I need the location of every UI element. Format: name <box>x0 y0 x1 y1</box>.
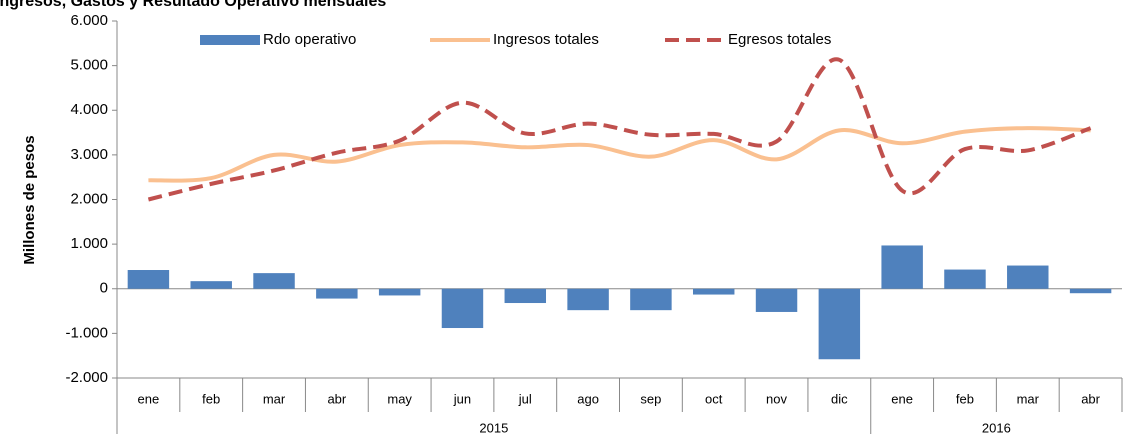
chart-title: Ingresos, Gastos y Resultado Operativo m… <box>0 0 386 10</box>
y-tick-label: -2.000 <box>65 369 108 386</box>
y-axis-label: Millones de pesos <box>21 135 38 264</box>
legend-label: Rdo operativo <box>263 31 356 48</box>
x-tick-label: ago <box>577 391 599 406</box>
x-tick-label: jul <box>518 391 532 406</box>
y-tick-label: -1.000 <box>65 324 108 341</box>
bar <box>378 288 421 296</box>
bar <box>630 288 672 311</box>
y-tick-label: 5.000 <box>70 57 108 74</box>
x-tick-label: oct <box>705 391 723 406</box>
bar <box>1007 265 1049 289</box>
bar <box>944 269 986 289</box>
bar <box>567 288 609 311</box>
bar <box>253 273 295 289</box>
bar <box>692 288 735 295</box>
legend-label: Egresos totales <box>728 31 831 48</box>
x-tick-label: mar <box>263 391 286 406</box>
x-tick-label: jun <box>453 391 471 406</box>
line <box>148 126 1091 183</box>
x-tick-label: dic <box>831 391 848 406</box>
y-tick-label: 3.000 <box>70 146 108 163</box>
y-tick-label: 1.000 <box>70 235 108 252</box>
x-tick-label: feb <box>956 391 974 406</box>
bar <box>127 270 170 289</box>
x-tick-label: ene <box>138 391 160 406</box>
x-tick-label: may <box>387 391 412 406</box>
bar <box>441 288 484 329</box>
bar <box>1069 288 1112 294</box>
x-tick-label: nov <box>766 391 787 406</box>
legend-label: Ingresos totales <box>493 31 599 48</box>
y-tick-label: 6.000 <box>70 12 108 29</box>
bar <box>818 288 861 360</box>
x-tick-label: ene <box>891 391 913 406</box>
bar <box>316 288 358 299</box>
group-label: 2016 <box>982 420 1011 434</box>
y-tick-label: 2.000 <box>70 190 108 207</box>
bar <box>881 245 923 289</box>
x-tick-label: abr <box>327 391 346 406</box>
bar <box>504 288 547 304</box>
bar <box>755 288 798 312</box>
y-tick-label: 0 <box>100 280 108 297</box>
legend-swatch <box>200 35 260 45</box>
x-tick-label: mar <box>1017 391 1040 406</box>
line <box>147 57 1092 202</box>
x-tick-label: sep <box>640 391 661 406</box>
x-tick-label: abr <box>1081 391 1100 406</box>
bar <box>190 281 232 289</box>
x-tick-label: feb <box>202 391 220 406</box>
y-tick-label: 4.000 <box>70 101 108 118</box>
group-label: 2015 <box>479 420 508 434</box>
